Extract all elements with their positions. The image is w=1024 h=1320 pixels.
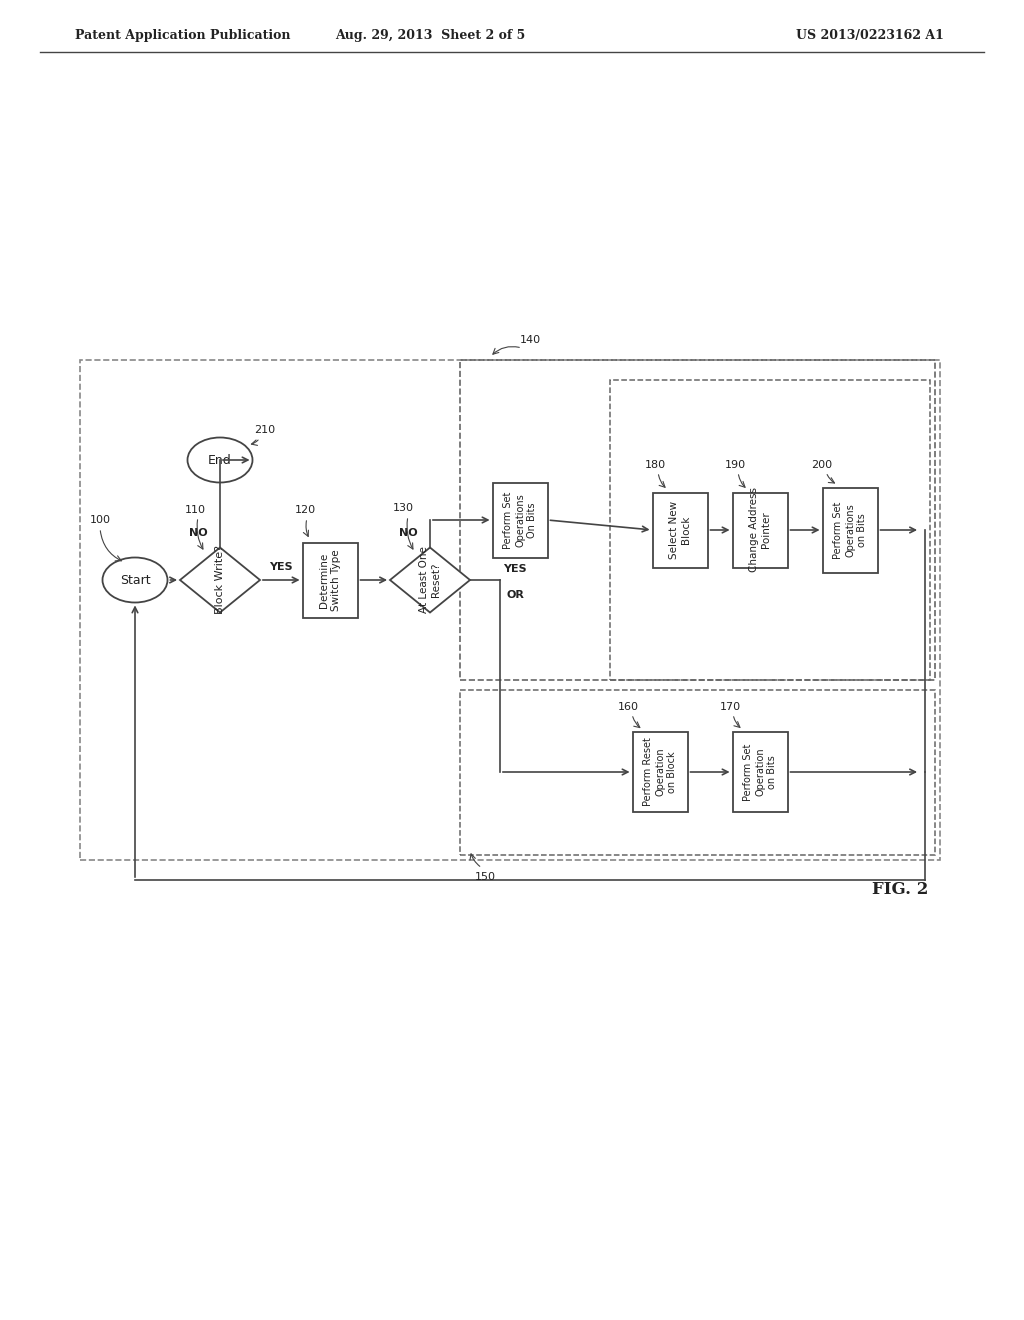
Text: YES: YES [503, 564, 526, 574]
Ellipse shape [187, 437, 253, 483]
FancyBboxPatch shape [652, 492, 708, 568]
Text: Determine
Switch Type: Determine Switch Type [319, 549, 341, 611]
Text: Change Address
Pointer: Change Address Pointer [750, 487, 771, 573]
Text: Aug. 29, 2013  Sheet 2 of 5: Aug. 29, 2013 Sheet 2 of 5 [335, 29, 525, 41]
Text: OR: OR [506, 590, 524, 601]
FancyBboxPatch shape [302, 543, 357, 618]
Text: 160: 160 [617, 702, 639, 711]
Text: YES: YES [269, 562, 293, 572]
FancyBboxPatch shape [822, 487, 878, 573]
Text: NO: NO [189, 528, 208, 537]
Text: Start: Start [120, 573, 151, 586]
Text: 210: 210 [254, 425, 275, 436]
Text: Perform Set
Operation
on Bits: Perform Set Operation on Bits [743, 743, 776, 801]
Text: End: End [208, 454, 231, 466]
Text: Perform Set
Operations
on Bits: Perform Set Operations on Bits [834, 502, 866, 558]
Text: US 2013/0223162 A1: US 2013/0223162 A1 [796, 29, 944, 41]
Text: 130: 130 [392, 503, 414, 513]
Text: 200: 200 [811, 459, 833, 470]
FancyBboxPatch shape [633, 733, 687, 812]
Text: 140: 140 [519, 335, 541, 345]
Text: 110: 110 [184, 506, 206, 515]
Polygon shape [390, 548, 470, 612]
Text: Perform Set
Operations
On Bits: Perform Set Operations On Bits [504, 491, 537, 549]
Text: NO: NO [399, 528, 418, 537]
Text: Select New
Block: Select New Block [670, 500, 691, 560]
Text: Perform Reset
Operation
on Block: Perform Reset Operation on Block [643, 738, 677, 807]
Text: Block Write?: Block Write? [215, 545, 225, 615]
Text: Patent Application Publication: Patent Application Publication [75, 29, 291, 41]
Text: 190: 190 [724, 459, 745, 470]
Ellipse shape [102, 557, 168, 602]
FancyBboxPatch shape [732, 492, 787, 568]
Text: 150: 150 [474, 873, 496, 882]
Text: At Least One
Reset?: At Least One Reset? [419, 546, 440, 614]
Text: FIG. 2: FIG. 2 [871, 882, 928, 899]
Polygon shape [180, 548, 260, 612]
Text: 120: 120 [295, 506, 315, 515]
Text: 100: 100 [89, 515, 111, 525]
Text: 170: 170 [720, 702, 740, 711]
FancyBboxPatch shape [493, 483, 548, 557]
Text: 180: 180 [644, 459, 666, 470]
FancyBboxPatch shape [732, 733, 787, 812]
